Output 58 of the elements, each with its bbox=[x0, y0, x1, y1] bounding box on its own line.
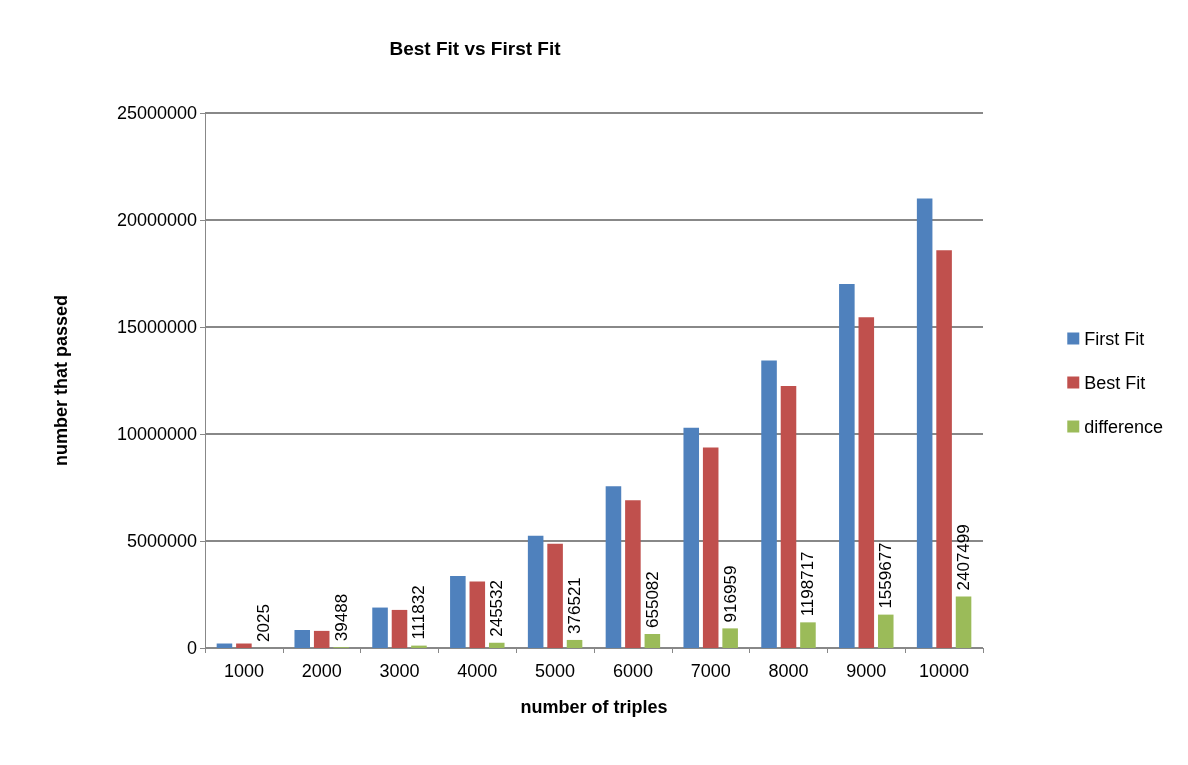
data-label: 245532 bbox=[487, 580, 507, 637]
x-tick-label: 7000 bbox=[690, 661, 731, 681]
bar bbox=[450, 576, 466, 648]
x-tick-label: 9000 bbox=[846, 661, 887, 681]
bar bbox=[488, 642, 505, 648]
data-label: 376521 bbox=[565, 577, 585, 634]
y-axis-title: number that passed bbox=[51, 294, 71, 467]
bar bbox=[469, 581, 486, 648]
y-tick-label: 20000000 bbox=[116, 210, 197, 230]
bar bbox=[294, 630, 311, 648]
bar bbox=[702, 447, 719, 648]
legend-label: Best Fit bbox=[1084, 372, 1146, 393]
data-label: 1198717 bbox=[798, 551, 818, 617]
bar bbox=[800, 622, 816, 648]
bar bbox=[916, 198, 933, 648]
bar bbox=[313, 630, 330, 648]
x-tick-label: 5000 bbox=[535, 661, 576, 681]
legend-label: difference bbox=[1084, 416, 1164, 437]
bar bbox=[839, 283, 855, 648]
y-tick-label: 5000000 bbox=[126, 531, 197, 551]
y-tick-label: 0 bbox=[186, 638, 197, 658]
x-tick-label: 3000 bbox=[379, 661, 420, 681]
y-tick-label: 25000000 bbox=[116, 103, 197, 123]
bar bbox=[722, 628, 738, 648]
y-tick-label: 15000000 bbox=[116, 317, 197, 337]
x-tick-label: 6000 bbox=[612, 661, 653, 681]
data-label: 39488 bbox=[331, 593, 351, 642]
data-label: 655082 bbox=[642, 571, 662, 628]
bar bbox=[644, 633, 661, 648]
x-axis-title: number of triples bbox=[520, 697, 668, 717]
bar bbox=[683, 427, 700, 648]
x-tick-label: 1000 bbox=[223, 661, 264, 681]
x-tick-label: 10000 bbox=[919, 661, 970, 681]
bar bbox=[372, 607, 388, 648]
bar bbox=[936, 250, 952, 648]
bar bbox=[236, 643, 252, 648]
bar bbox=[955, 596, 972, 648]
data-label: 1559677 bbox=[876, 542, 896, 609]
bar bbox=[566, 639, 583, 648]
bar bbox=[625, 500, 641, 648]
data-label: 2407499 bbox=[954, 524, 974, 591]
bar bbox=[527, 535, 544, 648]
y-tick-label: 10000000 bbox=[116, 424, 197, 444]
bar bbox=[858, 317, 875, 648]
bar bbox=[877, 614, 894, 648]
data-label: 916959 bbox=[720, 565, 740, 623]
data-label: 2025 bbox=[253, 604, 273, 642]
bar bbox=[605, 486, 622, 648]
bar bbox=[780, 386, 797, 648]
data-label: 111832 bbox=[409, 585, 429, 640]
bar bbox=[761, 360, 777, 648]
x-tick-label: 8000 bbox=[768, 661, 809, 681]
chart-title: Best Fit vs First Fit bbox=[389, 38, 562, 59]
bar bbox=[391, 609, 408, 648]
bar bbox=[547, 543, 563, 648]
x-tick-label: 4000 bbox=[457, 661, 498, 681]
legend-label: First Fit bbox=[1084, 328, 1145, 349]
x-tick-label: 2000 bbox=[301, 661, 342, 681]
